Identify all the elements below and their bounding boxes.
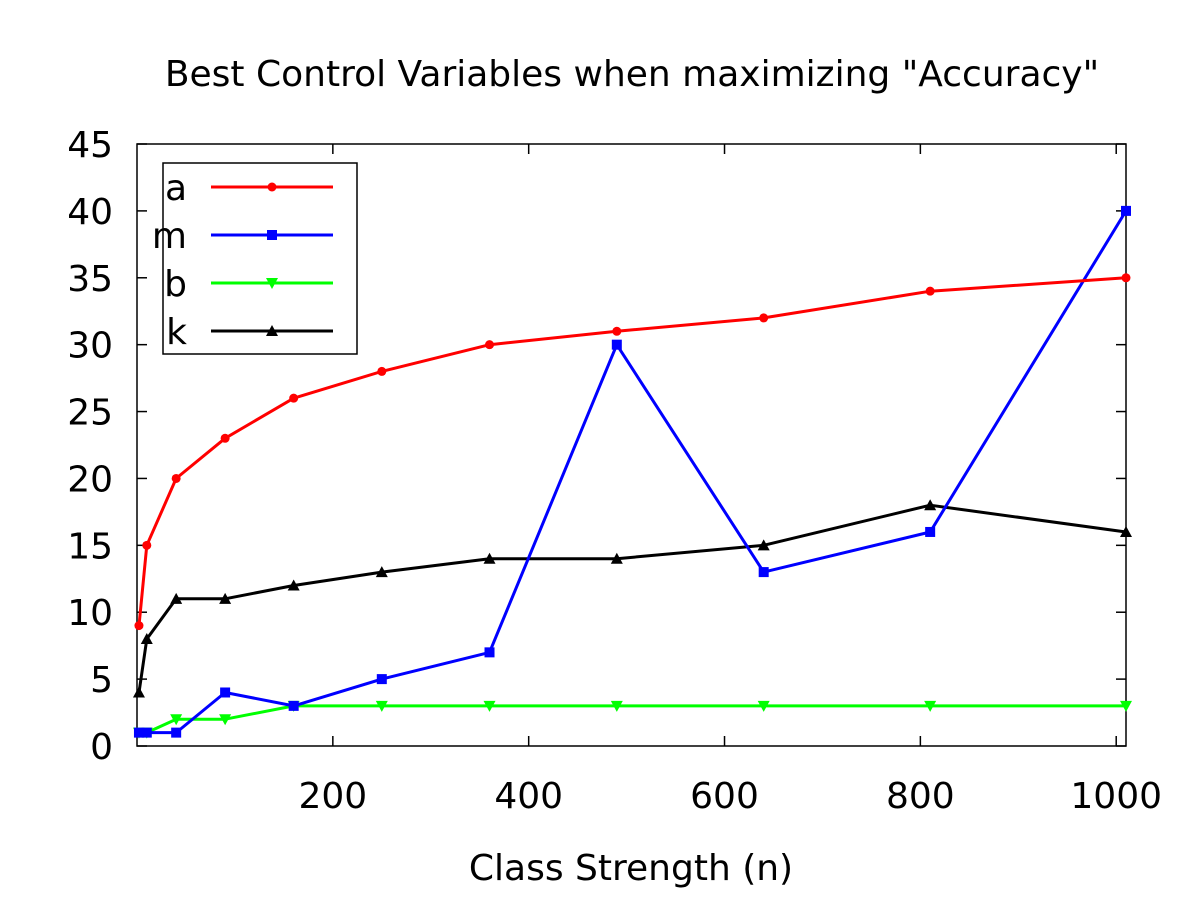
legend-label-m: m — [152, 216, 187, 257]
x-tick-label: 400 — [494, 776, 563, 817]
data-point-m — [925, 526, 936, 537]
y-tick-label: 30 — [67, 326, 113, 367]
x-axis-label: Class Strength (n) — [469, 848, 793, 889]
series-group — [132, 205, 1132, 739]
series-a — [134, 273, 1131, 631]
plot-area-frame — [136, 143, 1127, 747]
y-tick-label: 45 — [67, 125, 113, 166]
data-point-a — [377, 366, 387, 376]
data-point-k — [483, 552, 496, 564]
data-point-m — [376, 674, 387, 685]
data-point-b — [219, 714, 232, 726]
x-tick-label: 600 — [690, 776, 759, 817]
y-tick-label: 35 — [67, 259, 113, 300]
legend-box — [162, 162, 358, 355]
data-point-a — [134, 621, 144, 631]
data-point-k — [140, 632, 153, 644]
y-tick-label: 20 — [67, 459, 113, 500]
series-line-k — [137, 503, 1127, 693]
x-tick-label: 800 — [886, 776, 955, 817]
data-point-k — [219, 592, 232, 604]
data-point-m — [611, 339, 622, 350]
y-tick-label: 0 — [90, 727, 113, 768]
data-point-k — [1120, 525, 1132, 537]
data-point-a — [612, 326, 622, 336]
y-tick-label: 5 — [90, 660, 113, 701]
data-point-a — [925, 286, 935, 296]
y-tick-label: 25 — [67, 393, 113, 434]
data-point-k — [132, 686, 145, 698]
legend-marker-b — [266, 278, 278, 289]
legend-marker-k — [266, 325, 278, 336]
y-tick-label: 40 — [67, 192, 113, 233]
data-point-b — [1120, 700, 1132, 712]
data-point-b — [483, 700, 496, 712]
y-tick-label: 10 — [67, 593, 113, 634]
data-point-a — [485, 340, 495, 350]
data-point-k — [170, 592, 183, 604]
data-point-a — [1121, 273, 1131, 283]
axis-ticks: 0 5 10 15 20 25 30 35 40 45 200 400 600 800 1000 — [67, 125, 1162, 817]
data-point-m — [220, 687, 231, 698]
legend-marker-a — [267, 182, 277, 192]
data-point-m — [758, 567, 769, 578]
data-point-k — [757, 539, 770, 551]
series-line-b — [139, 704, 1126, 735]
data-point-b — [757, 700, 770, 712]
data-point-m — [1121, 205, 1131, 216]
data-point-a — [289, 393, 299, 403]
data-point-b — [924, 700, 937, 712]
data-point-b — [610, 700, 623, 712]
series-b — [132, 700, 1132, 739]
legend-label-a: a — [165, 168, 187, 209]
x-tick-label: 200 — [298, 776, 367, 817]
data-point-k — [924, 499, 937, 511]
data-point-b — [375, 700, 388, 712]
data-point-m — [484, 647, 495, 658]
data-point-m — [171, 727, 182, 738]
legend-label-k: k — [166, 312, 187, 353]
data-point-b — [170, 714, 183, 726]
data-point-m — [141, 727, 152, 738]
data-point-m — [288, 700, 299, 711]
x-tick-label: 1000 — [1070, 776, 1162, 817]
data-point-k — [287, 579, 300, 591]
data-point-k — [375, 566, 388, 578]
legend-label-b: b — [164, 264, 187, 305]
chart-title: Best Control Variables when maximizing "… — [165, 54, 1099, 95]
series-m — [133, 205, 1131, 738]
series-k — [132, 499, 1132, 698]
y-tick-label: 15 — [67, 526, 113, 567]
data-point-a — [759, 313, 769, 323]
data-point-a — [220, 433, 230, 443]
data-point-k — [610, 552, 623, 564]
data-point-m — [133, 727, 144, 738]
data-point-a — [142, 540, 152, 550]
data-point-a — [171, 473, 181, 483]
legend-marker-m — [267, 230, 277, 240]
